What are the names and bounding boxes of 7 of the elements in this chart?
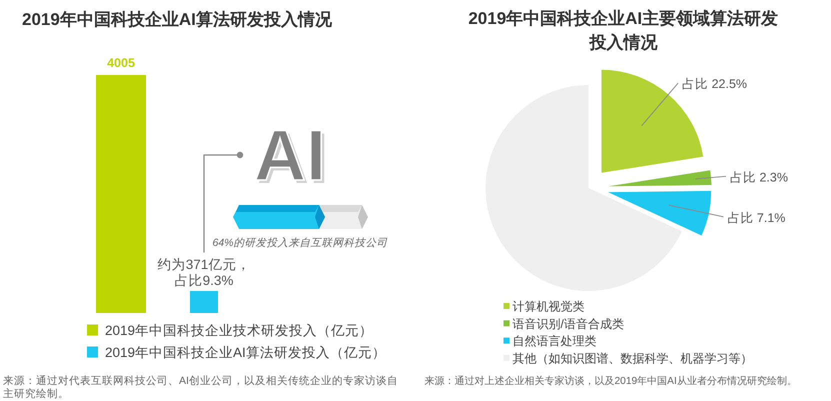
- title: 投入情况: [589, 33, 658, 52]
- title: 2019年中国科技企业AI主要领域算法研发: [468, 9, 778, 28]
- annotation: 来源：通过对上述企业相关专家访谈，以及2019年中国AI从业者分布情况研究绘制。: [424, 376, 797, 387]
- annotation: 64%的研发投入来自互联网科技公司: [212, 237, 388, 249]
- annotation: 主研究绘制。: [3, 388, 69, 400]
- annotation: 来源：通过对代表互联网科技公司、AI创业公司，以及相关传统企业的专家访谈自: [3, 375, 398, 387]
- title: 2019年中国科技企业AI算法研发投入情况: [22, 10, 332, 29]
